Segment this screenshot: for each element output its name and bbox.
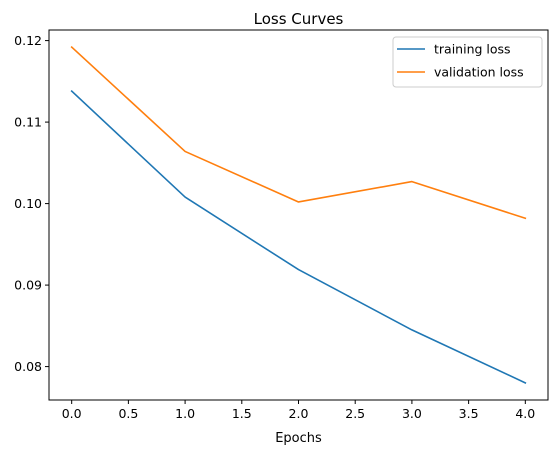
y-tick-label: 0.11 [14,115,42,130]
legend-box [392,36,543,88]
series-line-0 [70,89,527,384]
y-axis-ticks: 0.08 0.09 0.10 0.11 0.12 [14,33,49,374]
series-lines [70,45,527,384]
x-tick-label: 3.5 [459,406,479,421]
x-axis-ticks: 0.0 0.5 1.0 1.5 2.0 2.5 3.0 3.5 4.0 [62,400,535,421]
y-tick-label: 0.09 [14,278,42,293]
x-tick-label: 4.0 [515,406,535,421]
y-tick-label: 0.12 [14,33,42,48]
y-tick-label: 0.10 [14,196,42,211]
x-tick-label: 3.0 [402,406,422,421]
legend: training loss validation loss [392,36,543,88]
legend-label: validation loss [434,65,524,80]
chart-title: Loss Curves [254,10,344,28]
x-tick-label: 1.5 [232,406,252,421]
x-tick-label: 2.5 [345,406,365,421]
series-line-1 [70,45,527,220]
x-tick-label: 1.0 [175,406,195,421]
x-tick-label: 0.0 [62,406,82,421]
x-tick-label: 0.5 [118,406,138,421]
y-tick-label: 0.08 [14,359,42,374]
x-tick-label: 2.0 [289,406,309,421]
legend-label: training loss [434,42,511,57]
x-axis-label: Epochs [275,431,322,446]
